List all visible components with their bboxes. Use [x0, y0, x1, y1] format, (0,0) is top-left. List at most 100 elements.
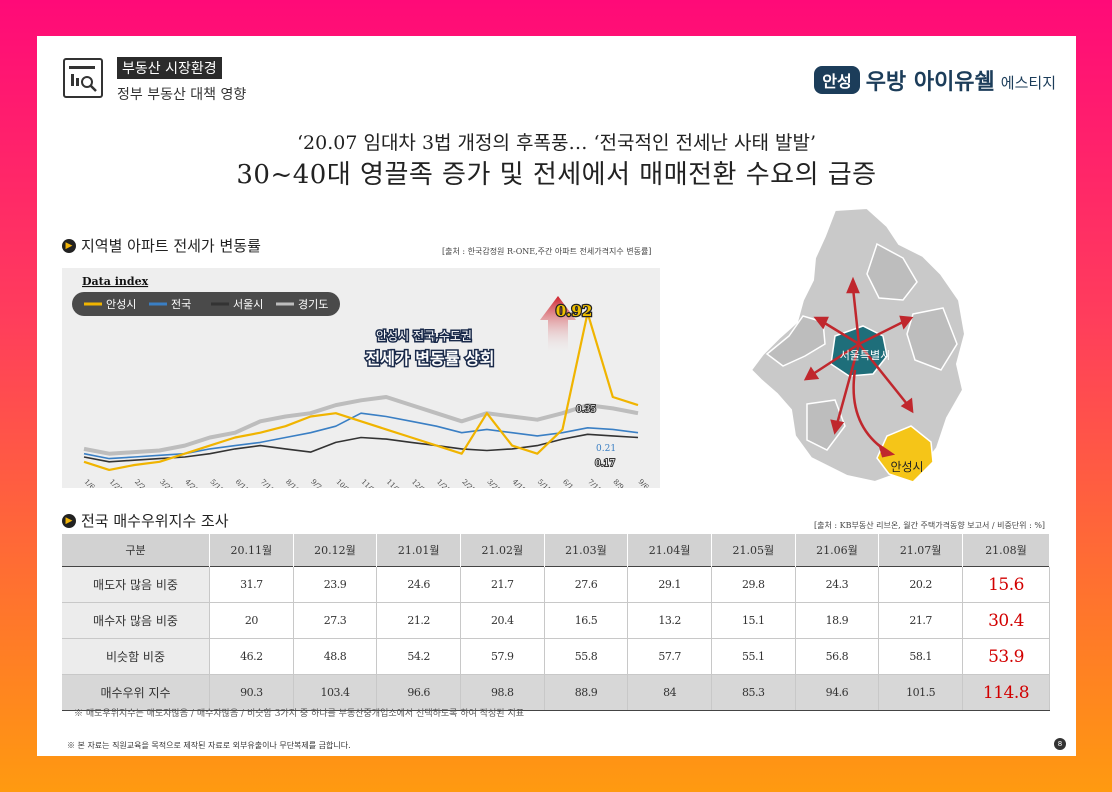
column-header: 21.04월 [627, 534, 712, 567]
footer-disclaimer: ※ 본 자료는 직원교육을 목적으로 제작된 자료로 외부유출이나 무단복제를 … [67, 741, 351, 750]
table-cell: 96.6 [376, 674, 461, 711]
table-cell: 54.2 [376, 638, 461, 675]
table-cell: 55.8 [544, 638, 629, 675]
legend-label: 경기도 [298, 298, 328, 311]
x-tick-label: 11/2 [360, 478, 377, 488]
x-tick-label: 8/10 [284, 478, 301, 488]
x-tick-label: 1/6 [83, 478, 97, 488]
x-tick-label: 9/6 [637, 478, 651, 488]
table-cell: 48.8 [293, 638, 378, 675]
table-cell: 57.9 [460, 638, 545, 675]
x-tick-label: 11/30 [385, 478, 405, 488]
x-tick-label: 3/23 [158, 478, 175, 488]
table-cell: 21.7 [460, 566, 545, 603]
table-cell: 55.1 [711, 638, 796, 675]
table-source: [출처 : KB부동산 리브온, 월간 주택가격동향 보고서 / 비중단위 : … [814, 521, 1046, 530]
table-row: 매수우위 지수 90.3 103.4 96.6 98.8 88.9 84 85.… [62, 674, 1050, 711]
migration-arrows [803, 276, 914, 458]
x-tick-label: 3/22 [485, 478, 502, 488]
x-tick-label: 10/5 [334, 478, 351, 488]
x-tick-label: 6/14 [561, 478, 578, 488]
map-label-anseong: 안성시 [890, 460, 923, 474]
section-header-chart: ▶ 지역별 아파트 전세가 변동률 [62, 235, 261, 256]
table-cell: 20.4 [460, 602, 545, 639]
series-line-2 [83, 412, 639, 460]
headline: ‘20.07 임대차 3법 개정의 후폭풍… ‘전국적인 전세난 사태 발발’ [297, 132, 816, 154]
highlight-cell: 114.8 [962, 674, 1050, 711]
gyeonggi-map: 서울특별시 안성시 [727, 204, 981, 504]
table-cell: 29.8 [711, 566, 796, 603]
anseong-region [876, 425, 934, 483]
table-cell: 58.1 [878, 638, 963, 675]
row-label: 매도자 많음 비중 [62, 566, 210, 603]
column-header: 21.03월 [544, 534, 629, 567]
column-header: 21.07월 [878, 534, 963, 567]
column-header: 21.08월 [962, 534, 1050, 567]
column-header: 21.01월 [376, 534, 461, 567]
map-region [866, 242, 918, 301]
x-tick-label: 6/15 [234, 478, 251, 488]
table-cell: 90.3 [209, 674, 294, 711]
x-tick-label: 7/12 [586, 478, 603, 488]
play-bullet-icon: ▶ [62, 513, 76, 528]
series-line-1 [83, 311, 639, 471]
table-cell: 85.3 [711, 674, 796, 711]
series-line-4 [83, 395, 639, 456]
x-tick-label: 8/9 [611, 478, 625, 488]
table-row: 매수자 많음 비중 20 27.3 21.2 20.4 16.5 13.2 15… [62, 602, 1050, 639]
table-cell: 21.2 [376, 602, 461, 639]
map-label-seoul: 서울특별시 [840, 349, 891, 362]
table-cell: 46.2 [209, 638, 294, 675]
value-label: 0.35 [576, 405, 596, 415]
map-svg: 서울특별시 안성시 [749, 206, 967, 484]
brand-name: 우방 아이유쉘 [865, 70, 995, 95]
table-row: 비슷함 비중 46.2 48.8 54.2 57.9 55.8 57.7 55.… [62, 638, 1050, 675]
legend-label: 서울시 [233, 298, 263, 311]
table-cell: 24.3 [795, 566, 880, 603]
x-tick-label: 4/19 [511, 478, 528, 488]
x-tick-label: 12/28 [410, 478, 430, 488]
peak-label: 0.92 [556, 302, 593, 320]
table-cell: 20.2 [878, 566, 963, 603]
main-title: 30~40대 영끌족 증가 및 전세에서 매매전환 수요의 급증 [236, 160, 877, 190]
section-title: 지역별 아파트 전세가 변동률 [81, 237, 261, 255]
legend-label: 전국 [171, 298, 191, 311]
table-cell: 84 [627, 674, 712, 711]
chart-title: Data index [82, 275, 149, 288]
table-cell: 88.9 [544, 674, 629, 711]
section-title: 전국 매수우위지수 조사 [81, 512, 229, 530]
analytics-icon [63, 58, 103, 98]
brand-suffix: 에스티지 [1000, 73, 1056, 92]
table-cell: 29.1 [627, 566, 712, 603]
x-tick-label: 5/17 [536, 478, 553, 488]
table-cell: 16.5 [544, 602, 629, 639]
table-cell: 31.7 [209, 566, 294, 603]
table-cell: 56.8 [795, 638, 880, 675]
value-label: 0.21 [596, 444, 616, 454]
table-cell: 27.3 [293, 602, 378, 639]
column-header: 20.12월 [293, 534, 378, 567]
category-tag: 부동산 시장환경 [117, 57, 222, 79]
table-cell: 94.6 [795, 674, 880, 711]
legend-label: 안성시 [106, 298, 136, 311]
x-tick-label: 2/24 [133, 478, 150, 488]
slide-page: 부동산 시장환경 정부 부동산 대책 영향 안성 우방 아이유쉘 에스티지 ‘2… [37, 36, 1076, 756]
table-cell: 101.5 [878, 674, 963, 711]
table-cell: 24.6 [376, 566, 461, 603]
x-tick-label: 1/27 [108, 478, 125, 488]
row-label: 매수우위 지수 [62, 674, 210, 711]
table-cell: 103.4 [293, 674, 378, 711]
map-region [806, 399, 846, 451]
header-subtitle: 정부 부동산 대책 영향 [117, 87, 247, 103]
table-cell: 27.6 [544, 566, 629, 603]
callout-line2: 전세가 변동률 상회 [366, 349, 495, 368]
highlight-cell: 30.4 [962, 602, 1050, 639]
column-header: 구분 [62, 534, 210, 567]
table-row: 매도자 많음 비중 31.7 23.9 24.6 21.7 27.6 29.1 … [62, 566, 1050, 603]
x-tick-label: 5/18 [208, 478, 225, 488]
chart-source: [출처 : 한국감정원 R-ONE,주간 아파트 전세가격지수 변동률] [442, 247, 652, 256]
brand-badge: 안성 [814, 66, 860, 94]
buyer-index-table: 구분 20.11월 20.12월 21.01월 21.02월 21.03월 21… [62, 534, 1050, 711]
table-note: ※ 매도우위지수는 매도자많음 / 매수자많음 / 비슷함 3가지 중 하나를 … [74, 709, 525, 719]
x-tick-label: 4/20 [183, 478, 200, 488]
